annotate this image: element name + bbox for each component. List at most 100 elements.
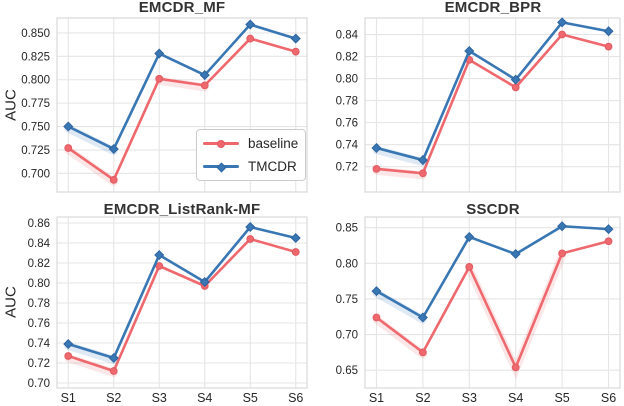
y-tick-label: 0.80	[28, 278, 50, 290]
y-tick-label: 0.85	[336, 223, 358, 235]
tmcdr-line-marker-icon	[203, 162, 239, 172]
y-tick-label: 0.74	[336, 140, 359, 152]
confidence-band-TMCDR	[372, 289, 427, 324]
legend-item-baseline: baseline	[203, 132, 299, 155]
marker-diamond-TMCDR	[154, 48, 165, 59]
plot-emcdr-listrank-mf: 0.70 0.72 0.74 0.76 0.78 0.80 0.82 0.84 0.86 S1 S2…	[28, 216, 308, 405]
marker-diamond-TMCDR	[108, 352, 119, 364]
series-line-TMCDR	[66, 23, 298, 151]
x-tick-label: S4	[197, 391, 212, 405]
y-tick-label: 0.825	[21, 51, 50, 63]
marker-diamond-TMCDR	[108, 143, 119, 154]
chart-title-sscdr: SSCDR	[466, 201, 520, 218]
marker-circle-baseline	[465, 262, 474, 271]
y-tick-label: 0.82	[28, 258, 50, 270]
marker-circle-baseline	[64, 352, 73, 360]
x-tick-label: S6	[601, 391, 616, 405]
marker-diamond-TMCDR	[290, 232, 301, 244]
y-tick-label: 0.76	[336, 118, 358, 130]
y-tick-label: 0.80	[336, 258, 358, 270]
confidence-band-baseline	[372, 166, 427, 180]
confidence-band-TMCDR	[64, 342, 118, 364]
series-line-TMCDR	[375, 224, 610, 319]
x-tick-label: S1	[61, 391, 76, 405]
confidence-band-TMCDR	[372, 145, 427, 167]
marker-diamond-TMCDR	[199, 276, 210, 288]
marker-circle-baseline	[372, 313, 381, 322]
y-tick-label: 0.775	[21, 98, 50, 110]
y-tick-label: 0.72	[336, 162, 358, 174]
y-tick-label: 0.850	[21, 28, 50, 40]
marker-diamond-TMCDR	[371, 286, 382, 297]
plot-emcdr-bpr: 0.72 0.74 0.76 0.78 0.80 0.82 0.84	[336, 17, 621, 193]
marker-diamond-TMCDR	[245, 19, 256, 30]
marker-diamond-TMCDR	[557, 17, 568, 28]
x-tick-label: S3	[152, 391, 167, 405]
y-tick-label: 0.74	[28, 338, 51, 350]
marker-circle-baseline	[109, 367, 118, 375]
marker-diamond-TMCDR	[63, 121, 74, 132]
marker-circle-baseline	[511, 83, 520, 92]
x-tick-label: S2	[106, 391, 121, 405]
y-tick-label: 0.80	[336, 74, 358, 86]
legend: baseline TMCDR	[196, 129, 306, 181]
y-tick-label: 0.82	[336, 52, 358, 64]
y-tick-label: 0.75	[336, 294, 358, 306]
marker-diamond-TMCDR	[417, 312, 428, 323]
series-line-baseline	[375, 33, 610, 175]
marker-diamond-TMCDR	[290, 33, 301, 44]
y-tick-label: 0.86	[28, 218, 50, 230]
marker-diamond-TMCDR	[417, 155, 428, 166]
confidence-band-TMCDR	[64, 124, 118, 155]
y-tick-label: 0.750	[21, 122, 50, 134]
marker-circle-baseline	[109, 175, 118, 184]
baseline-line-marker-icon	[203, 139, 239, 149]
x-tick-label: S2	[415, 391, 430, 405]
marker-circle-baseline	[291, 47, 300, 56]
plot-border	[56, 216, 308, 389]
x-tick-label: S1	[369, 391, 384, 405]
marker-circle-baseline	[511, 363, 520, 372]
marker-circle-baseline	[372, 164, 381, 173]
marker-diamond-TMCDR	[510, 249, 521, 260]
y-tick-label: 0.72	[28, 358, 50, 370]
confidence-band-baseline	[155, 76, 209, 92]
y-tick-label: 0.800	[21, 75, 50, 87]
y-tick-label: 0.65	[336, 365, 358, 377]
chart-title-emcdr-mf: EMCDR_MF	[138, 0, 226, 16]
y-tick-label: 0.76	[28, 318, 50, 330]
marker-diamond-TMCDR	[154, 249, 165, 261]
y-tick-label: 0.78	[28, 298, 50, 310]
marker-circle-baseline	[418, 169, 427, 178]
marker-circle-baseline	[155, 74, 164, 83]
x-tick-label: S4	[508, 391, 523, 405]
confidence-band-baseline	[64, 354, 118, 377]
plot-sscdr: 0.65 0.70 0.75 0.80 0.85 S1 S2 S3 S4 S5 S6	[336, 216, 621, 405]
marker-circle-baseline	[246, 235, 255, 243]
y-tick-label: 0.725	[21, 145, 50, 157]
marker-diamond-TMCDR	[603, 26, 614, 37]
series-line-baseline	[66, 237, 298, 373]
marker-circle-baseline	[604, 237, 613, 246]
y-tick-label: 0.84	[28, 238, 51, 250]
marker-circle-baseline	[64, 144, 73, 152]
plot-border	[56, 17, 308, 193]
x-tick-label: S5	[554, 391, 569, 405]
marker-circle-baseline	[246, 34, 255, 43]
marker-diamond-TMCDR	[557, 221, 568, 232]
series-line-TMCDR	[375, 21, 610, 162]
marker-diamond-TMCDR	[464, 231, 475, 242]
x-tick-label: S5	[243, 391, 258, 405]
confidence-band-baseline	[64, 146, 118, 186]
marker-diamond-TMCDR	[464, 46, 475, 57]
y-tick-label: 0.70	[28, 378, 50, 390]
x-tick-label: S6	[288, 391, 303, 405]
plot-border	[364, 216, 621, 389]
marker-diamond-TMCDR	[603, 224, 614, 235]
confidence-band-baseline	[372, 315, 427, 359]
marker-circle-baseline	[558, 249, 567, 258]
series-line-baseline	[375, 239, 610, 369]
y-tick-label: 0.70	[336, 330, 358, 342]
x-tick-label: S3	[462, 391, 477, 405]
